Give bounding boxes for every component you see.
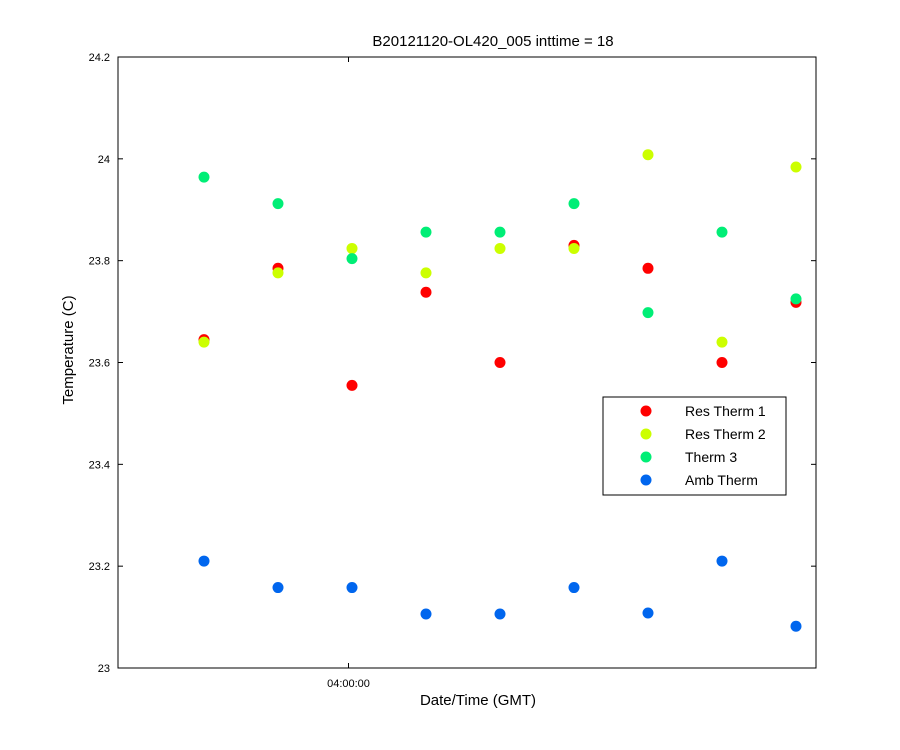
data-point [716, 357, 728, 368]
data-point [272, 582, 284, 594]
data-point [642, 307, 654, 319]
data-point [716, 336, 728, 348]
data-point [346, 379, 358, 391]
x-axis: 04:00:00 [327, 57, 370, 690]
legend-label: Res Therm 1 [685, 403, 766, 419]
data-point [790, 293, 802, 305]
data-point [198, 555, 210, 567]
legend-label: Amb Therm [685, 472, 758, 488]
data-point [346, 582, 358, 594]
data-point [716, 555, 728, 567]
legend-box [602, 396, 787, 496]
legend: Res Therm 1 Res Therm 2 Therm 3 Amb Therm [602, 396, 787, 496]
legend-marker [640, 474, 652, 486]
data-point [568, 242, 580, 254]
y-tick-label: 23.8 [89, 256, 110, 268]
legend-label: Therm 3 [685, 449, 737, 465]
data-point [790, 161, 802, 173]
y-tick-label: 23.2 [89, 561, 110, 573]
data-point [272, 267, 284, 279]
y-tick-label: 23.4 [89, 459, 110, 471]
data-point [494, 226, 506, 238]
y-tick-label: 24 [98, 154, 110, 166]
y-tick-label: 24.2 [89, 52, 110, 64]
data-point [198, 336, 210, 348]
data-point [642, 607, 654, 619]
data-point [346, 253, 358, 265]
chart-title: B20121120-OL420_005 inttime = 18 [372, 33, 613, 50]
data-point [494, 242, 506, 254]
data-point [494, 608, 506, 620]
data-point [198, 171, 210, 183]
legend-marker [640, 451, 652, 463]
x-tick-label: 04:00:00 [327, 678, 370, 690]
y-axis: 23 23.2 23.4 23.6 23.8 24 24.2 [89, 52, 816, 675]
data-point [716, 226, 728, 238]
data-point [790, 620, 802, 632]
y-tick-label: 23 [98, 663, 110, 675]
x-axis-label: Date/Time (GMT) [420, 692, 536, 709]
data-point [568, 198, 580, 210]
data-point [346, 242, 358, 254]
data-point [420, 226, 432, 238]
legend-marker [640, 428, 652, 440]
series-amb-therm [198, 555, 802, 632]
y-tick-label: 23.6 [89, 358, 110, 370]
data-point [642, 149, 654, 161]
data-points [198, 149, 802, 632]
data-point [420, 608, 432, 620]
data-point [568, 582, 580, 594]
series-res-therm-2 [198, 149, 802, 348]
data-point [420, 267, 432, 279]
plot-area [117, 56, 817, 669]
legend-marker [640, 405, 652, 417]
data-point [642, 262, 654, 274]
data-point [272, 198, 284, 210]
y-axis-label: Temperature (C) [60, 295, 77, 404]
legend-label: Res Therm 2 [685, 426, 766, 442]
data-point [494, 357, 506, 368]
series-therm-3 [198, 171, 802, 319]
data-point [420, 286, 432, 298]
